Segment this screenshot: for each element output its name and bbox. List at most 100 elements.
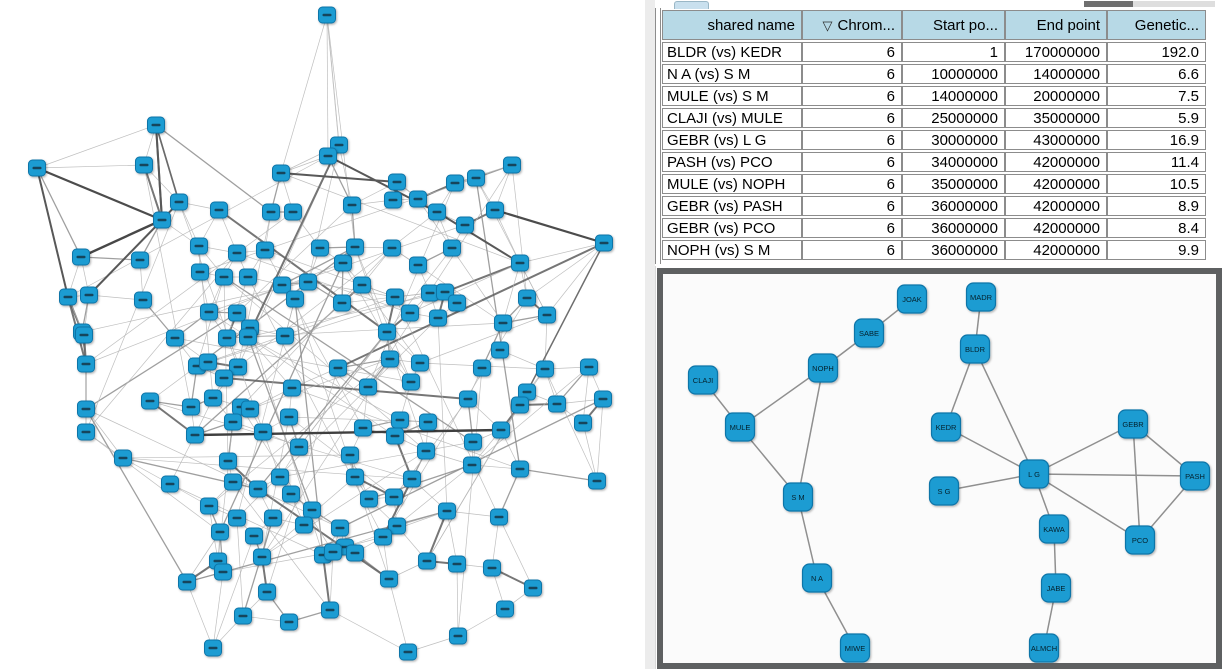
network-node[interactable] xyxy=(411,354,429,372)
overview-network-canvas[interactable]: JOAK SABE NOPH CLAJI MULE S M N A MIWE MADR BLDR K… xyxy=(663,274,1216,663)
network-node[interactable] xyxy=(114,449,132,467)
network-node[interactable] xyxy=(200,497,218,515)
network-node[interactable] xyxy=(538,306,556,324)
network-node[interactable] xyxy=(224,473,242,491)
network-node[interactable] xyxy=(343,196,361,214)
network-node[interactable] xyxy=(511,254,529,272)
network-node[interactable] xyxy=(210,201,228,219)
network-node-s-m[interactable]: S M xyxy=(782,482,814,512)
network-node[interactable] xyxy=(418,552,436,570)
network-node[interactable] xyxy=(321,601,339,619)
network-node[interactable] xyxy=(311,239,329,257)
network-node[interactable] xyxy=(341,446,359,464)
network-node[interactable] xyxy=(409,256,427,274)
network-node[interactable] xyxy=(467,169,485,187)
network-node[interactable] xyxy=(295,516,313,534)
table-row[interactable]: GEBR (vs) L G 6 30000000 43000000 16.9 xyxy=(662,130,1206,150)
network-node[interactable] xyxy=(228,304,246,322)
network-node[interactable] xyxy=(239,268,257,286)
network-node[interactable] xyxy=(399,643,417,661)
network-node[interactable] xyxy=(492,421,510,439)
network-node[interactable] xyxy=(511,396,529,414)
network-node[interactable] xyxy=(166,329,184,347)
network-node[interactable] xyxy=(280,613,298,631)
table-row[interactable]: BLDR (vs) KEDR 6 1 170000000 192.0 xyxy=(662,42,1206,62)
network-node[interactable] xyxy=(428,203,446,221)
network-node[interactable] xyxy=(241,400,259,418)
network-node[interactable] xyxy=(359,378,377,396)
network-node-noph[interactable]: NOPH xyxy=(807,353,839,383)
network-node[interactable] xyxy=(346,468,364,486)
network-node[interactable] xyxy=(253,548,271,566)
network-node-s-g[interactable]: S G xyxy=(928,476,960,506)
network-node[interactable] xyxy=(77,355,95,373)
network-node-l-g[interactable]: L G xyxy=(1018,459,1050,489)
network-node[interactable] xyxy=(360,490,378,508)
network-node[interactable] xyxy=(141,392,159,410)
network-node[interactable] xyxy=(378,323,396,341)
network-node[interactable] xyxy=(574,414,592,432)
network-node[interactable] xyxy=(448,555,466,573)
network-node[interactable] xyxy=(324,543,342,561)
network-node-mule[interactable]: MULE xyxy=(724,412,756,442)
network-node[interactable] xyxy=(448,294,466,312)
network-node[interactable] xyxy=(239,328,257,346)
network-node[interactable] xyxy=(503,156,521,174)
network-node[interactable] xyxy=(264,509,282,527)
network-node[interactable] xyxy=(443,239,461,257)
scrollbar-thumb-fragment[interactable] xyxy=(1084,1,1133,7)
network-node[interactable] xyxy=(403,470,421,488)
scrollbar-track-fragment[interactable] xyxy=(1133,1,1215,7)
network-node[interactable] xyxy=(283,379,301,397)
network-node[interactable] xyxy=(511,460,529,478)
network-node[interactable] xyxy=(199,353,217,371)
network-node[interactable] xyxy=(190,237,208,255)
network-node[interactable] xyxy=(273,276,291,294)
network-node-claji[interactable]: CLAJI xyxy=(687,365,719,395)
network-node[interactable] xyxy=(219,452,237,470)
network-node[interactable] xyxy=(299,273,317,291)
network-node[interactable] xyxy=(249,480,267,498)
network-node[interactable] xyxy=(594,390,612,408)
network-node[interactable] xyxy=(229,358,247,376)
network-node[interactable] xyxy=(483,559,501,577)
column-header-shared-name[interactable]: shared name xyxy=(662,10,802,40)
network-node[interactable] xyxy=(438,502,456,520)
table-row[interactable]: PASH (vs) PCO 6 34000000 42000000 11.4 xyxy=(662,152,1206,172)
network-node[interactable] xyxy=(228,509,246,527)
network-node[interactable] xyxy=(153,211,171,229)
network-node-gebr[interactable]: GEBR xyxy=(1117,409,1149,439)
network-node[interactable] xyxy=(429,309,447,327)
network-node-miwe[interactable]: MIWE xyxy=(839,633,871,663)
network-node[interactable] xyxy=(245,527,263,545)
network-node[interactable] xyxy=(333,294,351,312)
network-node[interactable] xyxy=(449,627,467,645)
column-header-genetic[interactable]: Genetic... xyxy=(1107,10,1206,40)
table-row[interactable]: N A (vs) S M 6 10000000 14000000 6.6 xyxy=(662,64,1206,84)
table-row[interactable]: GEBR (vs) PCO 6 36000000 42000000 8.4 xyxy=(662,218,1206,238)
network-node[interactable] xyxy=(334,254,352,272)
network-node[interactable] xyxy=(28,159,46,177)
network-node[interactable] xyxy=(211,523,229,541)
network-node[interactable] xyxy=(77,400,95,418)
network-node[interactable] xyxy=(170,193,188,211)
network-node[interactable] xyxy=(346,238,364,256)
network-node[interactable] xyxy=(254,423,272,441)
column-header-start-position[interactable]: Start po... xyxy=(902,10,1005,40)
table-row[interactable]: GEBR (vs) PASH 6 36000000 42000000 8.9 xyxy=(662,196,1206,216)
network-node[interactable] xyxy=(131,251,149,269)
network-node[interactable] xyxy=(228,244,246,262)
network-node[interactable] xyxy=(214,563,232,581)
network-node[interactable] xyxy=(258,583,276,601)
network-node[interactable] xyxy=(178,573,196,591)
network-node[interactable] xyxy=(182,398,200,416)
network-node[interactable] xyxy=(303,501,321,519)
network-node[interactable] xyxy=(72,248,90,266)
network-node-pco[interactable]: PCO xyxy=(1124,525,1156,555)
network-node-kawa[interactable]: KAWA xyxy=(1038,514,1070,544)
network-node[interactable] xyxy=(200,303,218,321)
network-node[interactable] xyxy=(204,389,222,407)
network-node[interactable] xyxy=(459,390,477,408)
network-node[interactable] xyxy=(401,304,419,322)
network-node[interactable] xyxy=(256,241,274,259)
